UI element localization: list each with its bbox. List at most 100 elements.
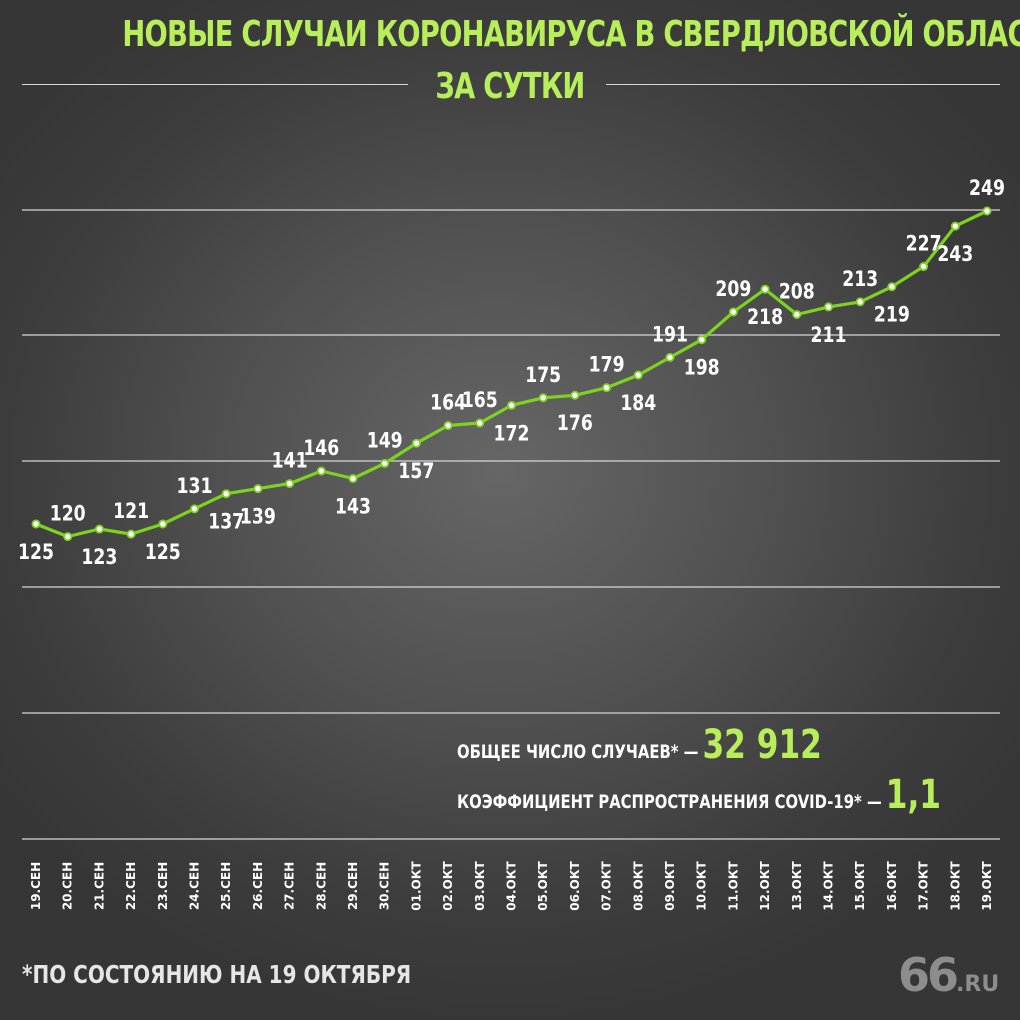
data-point-5 <box>189 504 199 514</box>
data-label-4: 125 <box>145 539 181 564</box>
data-point-2 <box>94 524 104 534</box>
spread-ratio-stat: КОЭФФИЦИЕНТ РАСПРОСТРАНЕНИЯ COVID-19* — … <box>457 772 941 818</box>
x-tick-label-27: 16.ОКТ <box>885 860 899 910</box>
data-point-23 <box>760 284 770 294</box>
x-tick-label-3: 22.СЕН <box>124 862 138 910</box>
data-label-21: 198 <box>684 355 720 380</box>
chart-gridlines <box>22 209 1000 840</box>
data-label-5: 131 <box>177 473 213 498</box>
x-tick-label-28: 17.ОКТ <box>917 860 931 910</box>
data-point-25 <box>824 302 834 312</box>
data-label-29: 243 <box>937 241 973 266</box>
title-rule-left <box>22 84 408 85</box>
data-point-13 <box>443 421 453 431</box>
x-tick-label-7: 26.СЕН <box>251 862 265 910</box>
x-tick-label-20: 09.ОКТ <box>663 860 677 910</box>
logo-number: 66 <box>898 948 959 1002</box>
x-tick-label-25: 14.ОКТ <box>822 860 836 910</box>
x-tick-label-19: 08.ОКТ <box>631 860 645 910</box>
x-tick-label-9: 28.СЕН <box>314 862 328 910</box>
data-label-26: 213 <box>842 266 878 291</box>
x-tick-label-5: 24.СЕН <box>188 862 202 910</box>
data-label-24: 208 <box>779 279 815 304</box>
data-point-27 <box>887 282 897 292</box>
data-point-18 <box>602 383 612 393</box>
title-rule-right <box>606 84 1000 85</box>
spread-ratio-label: КОЭФФИЦИЕНТ РАСПРОСТРАНЕНИЯ COVID-19* — <box>457 791 882 813</box>
data-label-13: 164 <box>430 390 466 415</box>
x-tick-label-24: 13.ОКТ <box>790 860 804 910</box>
x-tick-label-30: 19.ОКТ <box>980 860 994 910</box>
data-point-9 <box>316 466 326 476</box>
logo-domain: .RU <box>956 972 1000 997</box>
data-point-8 <box>285 479 295 489</box>
data-label-0: 125 <box>18 539 54 564</box>
x-tick-label-0: 19.СЕН <box>29 862 43 910</box>
data-point-12 <box>411 438 421 448</box>
data-point-6 <box>221 489 231 499</box>
data-label-16: 175 <box>525 362 561 387</box>
data-label-10: 143 <box>335 494 371 519</box>
data-points-layer <box>31 206 992 542</box>
x-tick-label-8: 27.СЕН <box>283 862 297 910</box>
data-point-14 <box>475 418 485 428</box>
data-label-20: 191 <box>652 322 688 347</box>
chart-title-line-2: ЗА СУТКИ <box>435 66 585 107</box>
x-tick-label-17: 06.ОКТ <box>568 860 582 910</box>
data-point-0 <box>31 519 41 529</box>
x-tick-label-16: 05.ОКТ <box>536 860 550 910</box>
spread-ratio-value: 1,1 <box>885 772 942 818</box>
total-cases-stat: ОБЩЕЕ ЧИСЛО СЛУЧАЕВ* — 32 912 <box>457 722 822 768</box>
data-point-16 <box>538 393 548 403</box>
x-tick-label-11: 30.СЕН <box>378 862 392 910</box>
data-point-29 <box>950 221 960 231</box>
x-tick-label-10: 29.СЕН <box>346 862 360 910</box>
total-cases-value: 32 912 <box>702 722 822 768</box>
data-label-14: 165 <box>462 387 498 412</box>
x-tick-label-1: 20.СЕН <box>61 862 75 910</box>
data-label-19: 184 <box>620 390 656 415</box>
data-point-1 <box>63 532 73 542</box>
data-label-2: 123 <box>81 544 117 569</box>
data-point-11 <box>380 458 390 468</box>
x-tick-label-22: 11.ОКТ <box>726 860 740 910</box>
x-tick-labels-layer: 19.СЕН 20.СЕН 21.СЕН 22.СЕН 23.СЕН 24.СЕН 25.С… <box>29 860 994 910</box>
data-label-18: 179 <box>589 352 625 377</box>
data-label-22: 209 <box>715 276 751 301</box>
data-label-8: 141 <box>272 448 308 473</box>
x-tick-label-26: 15.ОКТ <box>853 860 867 910</box>
data-point-7 <box>253 484 263 494</box>
data-point-21 <box>697 335 707 345</box>
data-point-3 <box>126 529 136 539</box>
data-label-1: 120 <box>50 501 86 526</box>
data-point-15 <box>506 400 516 410</box>
data-label-6: 137 <box>208 509 244 534</box>
data-point-22 <box>728 307 738 317</box>
data-label-12: 157 <box>398 459 434 484</box>
data-point-4 <box>158 519 168 529</box>
x-tick-label-4: 23.СЕН <box>156 862 170 910</box>
x-tick-label-23: 12.ОКТ <box>758 860 772 910</box>
data-label-25: 211 <box>811 322 847 347</box>
footnote: *ПО СОСТОЯНИЮ НА 19 ОКТЯБРЯ <box>22 960 412 989</box>
x-tick-label-21: 10.ОКТ <box>695 860 709 910</box>
data-label-15: 172 <box>494 421 530 446</box>
x-tick-label-18: 07.ОКТ <box>600 860 614 910</box>
data-label-9: 146 <box>303 435 339 460</box>
x-tick-label-12: 01.ОКТ <box>409 860 423 910</box>
data-label-27: 219 <box>874 302 910 327</box>
data-label-17: 176 <box>557 411 593 436</box>
x-tick-label-15: 04.ОКТ <box>505 860 519 910</box>
data-label-7: 139 <box>240 504 276 529</box>
x-tick-label-29: 18.ОКТ <box>948 860 962 910</box>
x-tick-label-13: 02.ОКТ <box>441 860 455 910</box>
x-tick-label-2: 21.СЕН <box>92 862 106 910</box>
data-point-19 <box>633 370 643 380</box>
data-label-3: 121 <box>113 498 149 523</box>
data-point-20 <box>665 352 675 362</box>
data-label-11: 149 <box>367 428 403 453</box>
data-point-24 <box>792 309 802 319</box>
data-point-28 <box>919 262 929 272</box>
